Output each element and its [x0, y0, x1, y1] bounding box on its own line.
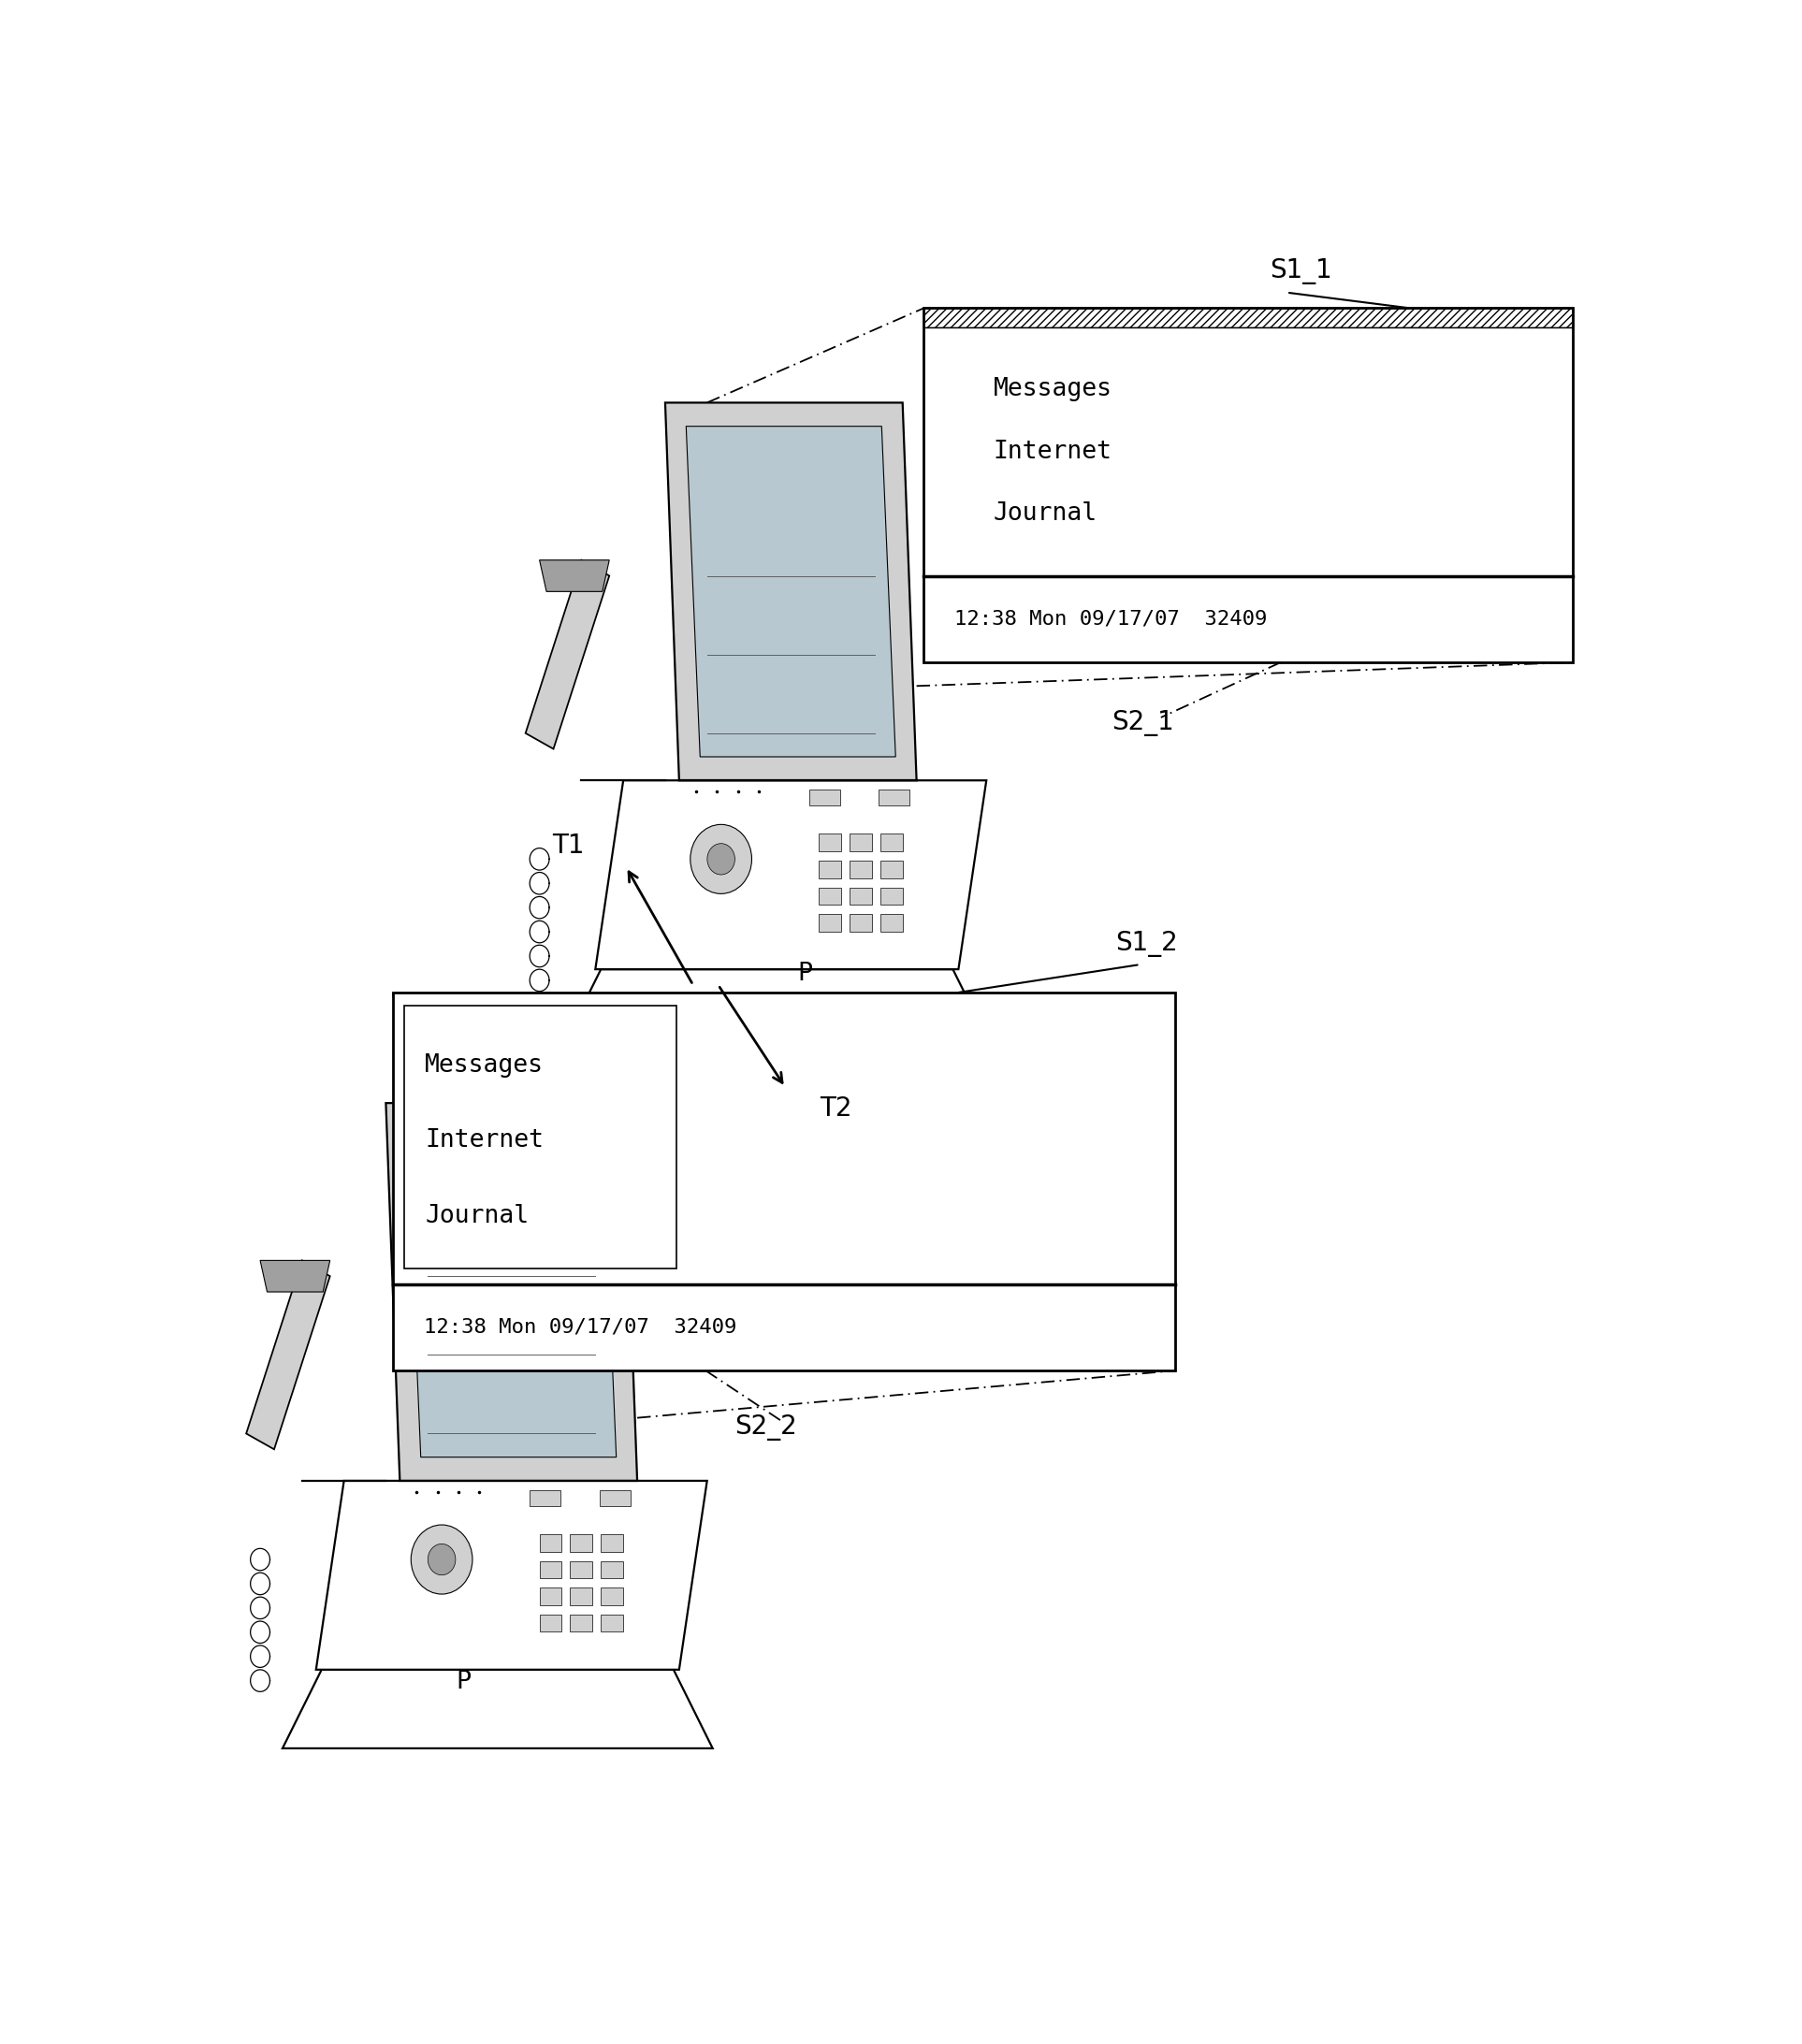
Bar [393, 993, 1175, 1372]
Polygon shape [259, 1261, 330, 1292]
Bar [924, 309, 1573, 662]
Bar [924, 576, 1573, 662]
Text: 12:38 Mon 09/17/07  32409: 12:38 Mon 09/17/07 32409 [955, 609, 1267, 628]
Circle shape [427, 1543, 456, 1576]
Bar [924, 327, 1573, 576]
Polygon shape [407, 1126, 616, 1457]
Bar [879, 861, 903, 879]
Circle shape [411, 1525, 472, 1594]
Text: Journal: Journal [993, 501, 1097, 525]
Text: Internet: Internet [425, 1128, 544, 1153]
Bar [393, 993, 1175, 1284]
Bar [393, 1284, 1175, 1372]
Bar [849, 914, 872, 932]
Bar [818, 834, 842, 850]
Polygon shape [247, 1261, 330, 1449]
Bar [879, 887, 903, 905]
Circle shape [690, 824, 751, 893]
Bar [600, 1562, 623, 1578]
Text: T1: T1 [551, 832, 584, 858]
Bar [809, 789, 840, 805]
Bar [818, 914, 842, 932]
Text: Messages: Messages [425, 1053, 544, 1077]
Text: Journal: Journal [425, 1204, 530, 1228]
Text: P: P [798, 961, 813, 985]
Bar [818, 887, 842, 905]
Polygon shape [562, 969, 991, 1049]
Bar [530, 1490, 560, 1506]
Bar [600, 1535, 623, 1551]
Text: S2_2: S2_2 [735, 1414, 798, 1441]
Polygon shape [665, 403, 917, 781]
Bar [849, 861, 872, 879]
Bar [569, 1588, 593, 1605]
Bar [879, 834, 903, 850]
Bar [539, 1535, 562, 1551]
Text: Internet: Internet [993, 439, 1112, 464]
Polygon shape [283, 1670, 712, 1748]
Bar [569, 1562, 593, 1578]
Bar [849, 887, 872, 905]
Polygon shape [526, 560, 609, 748]
Text: Messages: Messages [993, 378, 1112, 401]
Polygon shape [595, 781, 986, 969]
Bar [924, 309, 1573, 327]
Text: S1_2: S1_2 [1115, 930, 1179, 957]
Bar [600, 1490, 631, 1506]
Text: T2: T2 [820, 1096, 852, 1122]
Text: 12:38 Mon 09/17/07  32409: 12:38 Mon 09/17/07 32409 [423, 1318, 737, 1337]
Bar [539, 1615, 562, 1631]
Bar [849, 834, 872, 850]
Text: P: P [456, 1670, 470, 1694]
Text: S2_1: S2_1 [1112, 709, 1175, 736]
Bar [600, 1588, 623, 1605]
Bar [600, 1615, 623, 1631]
Bar [539, 1588, 562, 1605]
Bar [539, 1562, 562, 1578]
Bar [404, 1006, 676, 1267]
Text: S1_1: S1_1 [1269, 258, 1332, 284]
Polygon shape [539, 560, 609, 591]
Bar [569, 1535, 593, 1551]
Polygon shape [687, 427, 896, 756]
Circle shape [706, 844, 735, 875]
Polygon shape [386, 1104, 638, 1480]
Bar [879, 789, 910, 805]
Bar [818, 861, 842, 879]
Bar [879, 914, 903, 932]
Polygon shape [315, 1480, 706, 1670]
Bar [569, 1615, 593, 1631]
